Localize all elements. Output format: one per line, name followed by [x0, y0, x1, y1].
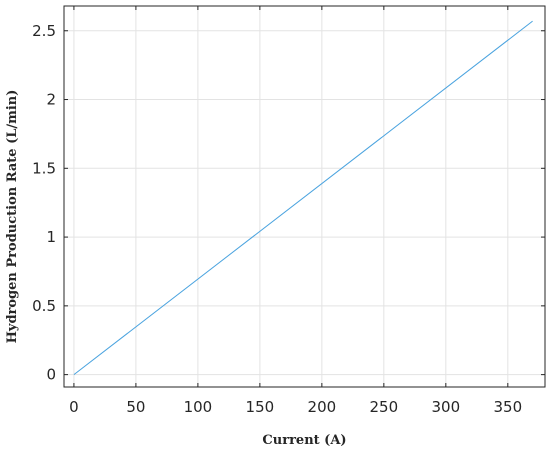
x-tick-label: 50: [126, 398, 145, 416]
series-line: [73, 20, 533, 376]
y-tick-label: 2.5: [32, 22, 56, 40]
y-tick-label: 1.5: [32, 159, 56, 177]
x-axis-label: Current (A): [262, 433, 346, 448]
x-tick-label: 350: [493, 398, 522, 416]
y-axis-label: Hydrogen Production Rate (L/min): [5, 90, 20, 344]
series-layer: [73, 20, 533, 376]
y-tick-label: 1: [46, 228, 56, 246]
y-tick-label: 0.5: [32, 297, 56, 315]
x-tick-label: 250: [370, 398, 399, 416]
y-tick-label: 0: [46, 366, 56, 384]
x-tick-label: 100: [184, 398, 213, 416]
y-axis: 0 0.5 1 1.5 2 2.5: [32, 22, 545, 384]
x-tick-label: 150: [246, 398, 275, 416]
x-tick-label: 200: [308, 398, 337, 416]
x-tick-label: 300: [432, 398, 461, 416]
x-axis: 0 50 100 150 200 250 300 350: [69, 6, 522, 416]
grid: [64, 6, 545, 387]
y-tick-label: 2: [46, 91, 56, 109]
plot-frame: [63, 5, 546, 388]
x-tick-label: 0: [69, 398, 79, 416]
